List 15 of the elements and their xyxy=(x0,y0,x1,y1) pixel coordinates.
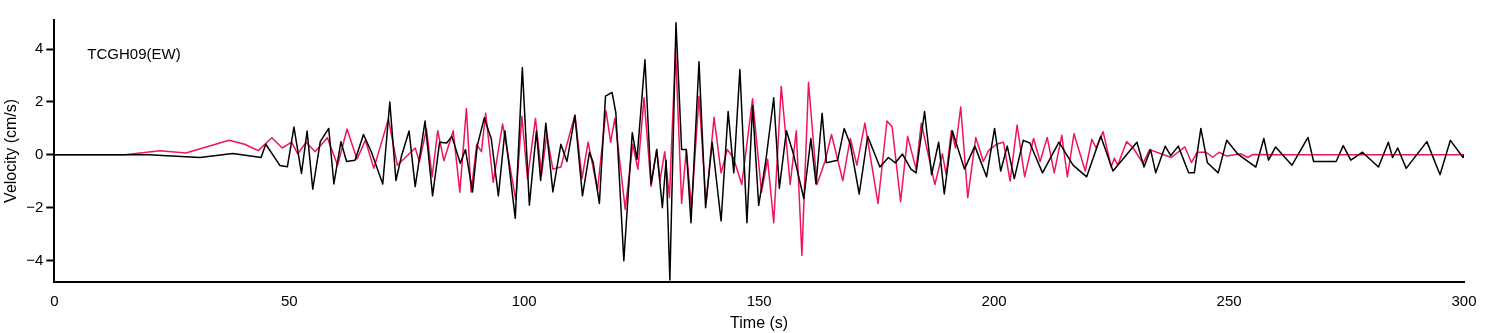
y-tick-label: 4 xyxy=(34,39,44,57)
x-tick-label: 300 xyxy=(1451,291,1477,309)
x-tick-label: 0 xyxy=(50,291,59,309)
x-tick-label: 50 xyxy=(280,291,298,309)
x-tick-label: 100 xyxy=(511,291,537,309)
x-tick-label: 150 xyxy=(746,291,772,309)
y-tick-label: −2 xyxy=(26,197,44,215)
x-tick-label: 250 xyxy=(1216,291,1242,309)
x-axis-title: Time (s) xyxy=(730,313,789,331)
y-tick-label: −4 xyxy=(26,250,44,268)
annotation: TCGH09(EW) xyxy=(87,45,181,63)
y-axis-title: Velocity (cm/s) xyxy=(2,98,20,203)
y-tick-label: 2 xyxy=(34,92,44,110)
x-tick-label: 200 xyxy=(981,291,1007,309)
y-tick-label: 0 xyxy=(34,145,44,163)
